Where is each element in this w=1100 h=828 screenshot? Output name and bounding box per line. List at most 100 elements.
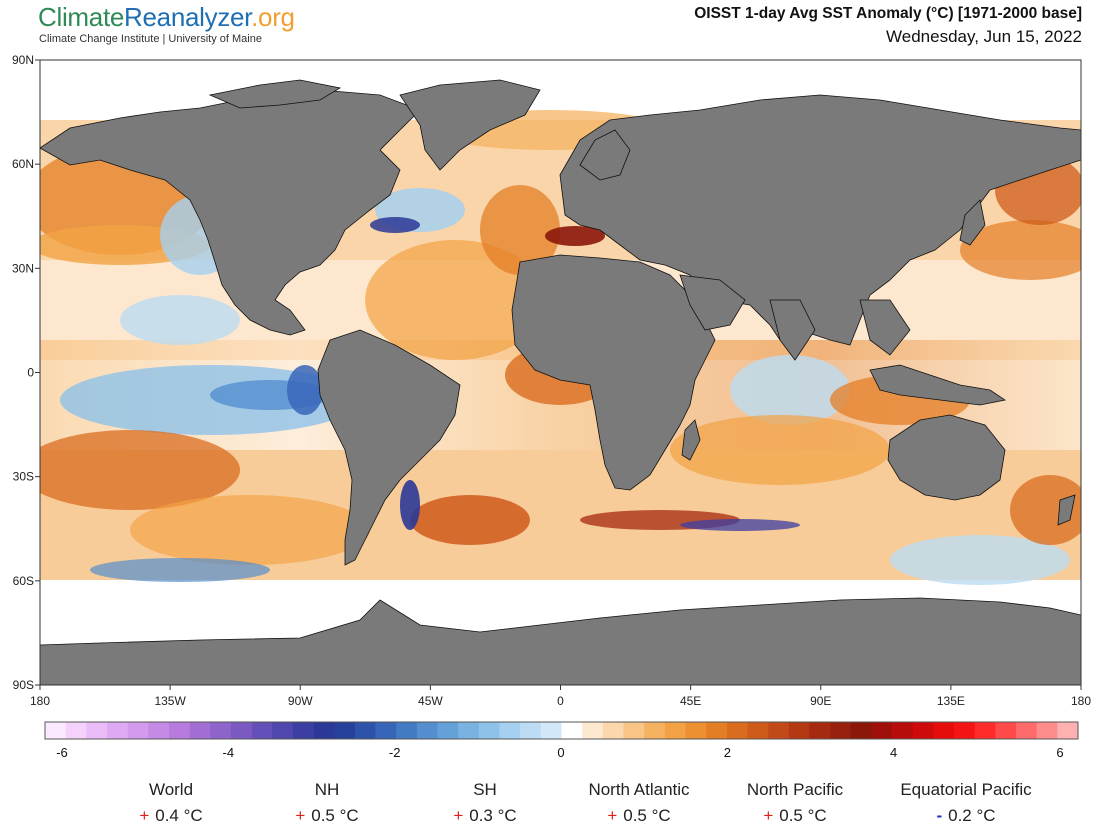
region-sign: + (295, 806, 306, 825)
colorbar-swatch (168, 722, 190, 739)
region-stat: North Atlantic +0.5 °C (559, 780, 719, 826)
colorbar-swatch (251, 722, 273, 739)
colorbar-swatch (768, 722, 790, 739)
colorbar-swatch (933, 722, 955, 739)
lon-label: 90W (288, 694, 313, 708)
colorbar-swatch (396, 722, 418, 739)
site-logo[interactable]: ClimateReanalyzer.org (38, 2, 295, 33)
colorbar-swatch (272, 722, 294, 739)
region-value: -0.2 °C (886, 806, 1046, 826)
australia (887, 414, 1006, 501)
colorbar-swatch (354, 722, 376, 739)
colorbar-swatch (954, 722, 975, 739)
colorbar-tick-label: -6 (56, 745, 68, 760)
greenland (399, 79, 541, 171)
colorbar-swatch (437, 722, 459, 739)
colorbar-swatch (623, 722, 645, 739)
region-value-text: 0.3 °C (469, 806, 517, 825)
lon-label: 180 (1071, 694, 1091, 708)
lon-label: 45W (418, 694, 443, 708)
lat-label: 0 (27, 366, 34, 380)
logo-org: .org (251, 2, 295, 32)
region-value-text: 0.5 °C (311, 806, 359, 825)
region-stat: SH +0.3 °C (405, 780, 565, 826)
colorbar-swatch (664, 722, 686, 739)
region-sign: - (936, 806, 943, 825)
colorbar-swatch (520, 722, 542, 739)
region-value-text: 0.2 °C (948, 806, 996, 825)
region-value: +0.5 °C (247, 806, 407, 826)
colorbar-swatch (292, 722, 314, 739)
colorbar-swatch (1016, 722, 1037, 739)
latitude-axis: 90N 60N 30N 0 30S 60S 90S (12, 53, 40, 692)
lon-label: 45E (680, 694, 701, 708)
lat-label: 60N (12, 157, 34, 171)
colorbar-swatch (189, 722, 211, 739)
colorbar-swatch (127, 722, 149, 739)
colorbar-swatch (230, 722, 252, 739)
region-stat: Equatorial Pacific -0.2 °C (886, 780, 1046, 826)
lon-label: 135E (937, 694, 965, 708)
land-masses (40, 79, 1081, 685)
colorbar (44, 721, 1079, 740)
colorbar-swatch (313, 722, 335, 739)
colorbar-swatch (644, 722, 666, 739)
colorbar-tick-label: -4 (222, 745, 235, 760)
colorbar-swatch (726, 722, 748, 739)
scandinavia (579, 129, 631, 181)
logo-reanalyzer: Reanalyzer (124, 2, 252, 32)
region-value: +0.5 °C (715, 806, 875, 826)
colorbar-swatch (685, 722, 707, 739)
colorbar-swatch (974, 722, 996, 739)
longitude-axis: 180 135W 90W 45W 0 45E 90E 135E 180 (30, 685, 1091, 708)
canadian-archipelago (208, 79, 342, 109)
lon-label: 0 (557, 694, 564, 708)
colorbar-swatch (747, 722, 769, 739)
colorbar-swatch (334, 722, 356, 739)
region-sign: + (139, 806, 150, 825)
map-title: OISST 1-day Avg SST Anomaly (°C) [1971-2… (694, 5, 1082, 22)
region-name: SH (473, 780, 497, 799)
colorbar-swatch (561, 722, 583, 739)
lat-label: 30N (12, 261, 34, 275)
south-america (317, 329, 461, 566)
japan (959, 199, 986, 246)
region-sign: + (453, 806, 464, 825)
region-value-text: 0.5 °C (623, 806, 671, 825)
lat-label: 30S (13, 470, 34, 484)
region-value: +0.3 °C (405, 806, 565, 826)
map-date: Wednesday, Jun 15, 2022 (886, 27, 1082, 46)
colorbar-tick-label: 2 (723, 745, 731, 760)
lat-label: 60S (13, 574, 34, 588)
colorbar-swatch (45, 722, 66, 739)
colorbar-swatch (995, 722, 1017, 739)
lon-label: 135W (154, 694, 186, 708)
colorbar-swatch (871, 722, 893, 739)
colorbar-tick-label: 4 (890, 745, 898, 760)
lon-label: 90E (810, 694, 831, 708)
colorbar-swatch (912, 722, 934, 739)
colorbar-tick-label: 6 (1056, 745, 1064, 760)
colorbar-swatch (706, 722, 728, 739)
colorbar-swatch (830, 722, 852, 739)
colorbar-swatch (65, 722, 87, 739)
region-value: +0.4 °C (91, 806, 251, 826)
region-sign: + (763, 806, 774, 825)
lon-label: 180 (30, 694, 50, 708)
region-name: North Pacific (746, 780, 844, 799)
colorbar-swatch (809, 722, 831, 739)
region-value: +0.5 °C (559, 806, 719, 826)
colorbar-swatch (540, 722, 562, 739)
antarctica (40, 597, 1081, 685)
colorbar-frame (44, 721, 1079, 740)
colorbar-swatch (148, 722, 170, 739)
colorbar-swatch (602, 722, 624, 739)
arabia (679, 274, 746, 331)
colorbar-swatch (375, 722, 397, 739)
colorbar-swatch (458, 722, 480, 739)
colorbar-swatch (582, 722, 604, 739)
india (769, 299, 816, 361)
region-name: Equatorial Pacific (900, 780, 1032, 799)
region-value-text: 0.4 °C (155, 806, 203, 825)
region-stat: North Pacific +0.5 °C (715, 780, 875, 826)
